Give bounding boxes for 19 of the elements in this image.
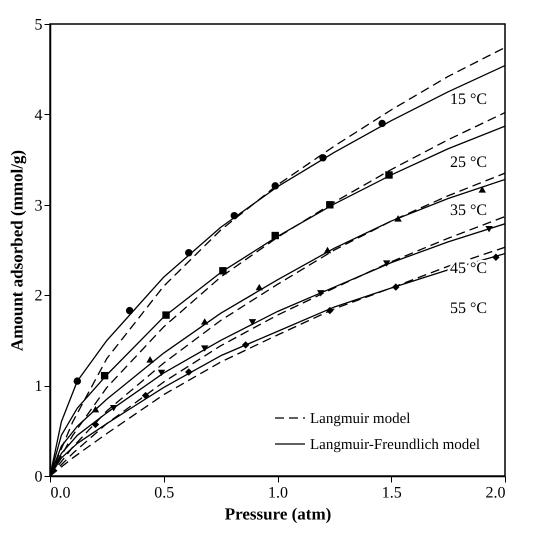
x-tick-label: 1.5 — [382, 484, 402, 502]
x-tick-label: 2.0 — [486, 484, 506, 502]
x-tick-label: 0.5 — [154, 484, 174, 502]
x-tick-label: 0.0 — [50, 484, 70, 502]
y-tick-label: 4 — [34, 106, 42, 124]
annotation: 35 °C — [450, 202, 488, 219]
y-tick-label: 0 — [34, 468, 42, 486]
annotation: 15 °C — [450, 91, 488, 108]
legend-label: Langmuir-Freundlich model — [310, 437, 480, 453]
x-axis-title: Pressure (atm) — [224, 504, 332, 524]
y-tick-label: 2 — [34, 288, 42, 305]
y-tick-label: 3 — [34, 197, 42, 214]
annotation: 55 °C — [450, 300, 488, 317]
y-tick-label: 1 — [34, 378, 42, 396]
annotation: 25 °C — [450, 154, 488, 171]
x-tick-label: 1.0 — [268, 484, 288, 502]
legend-label: Langmuir model — [310, 411, 410, 427]
y-axis-title: Amount adsorbed (mmol/g) — [8, 150, 26, 352]
y-tick-label: 5 — [34, 16, 42, 34]
